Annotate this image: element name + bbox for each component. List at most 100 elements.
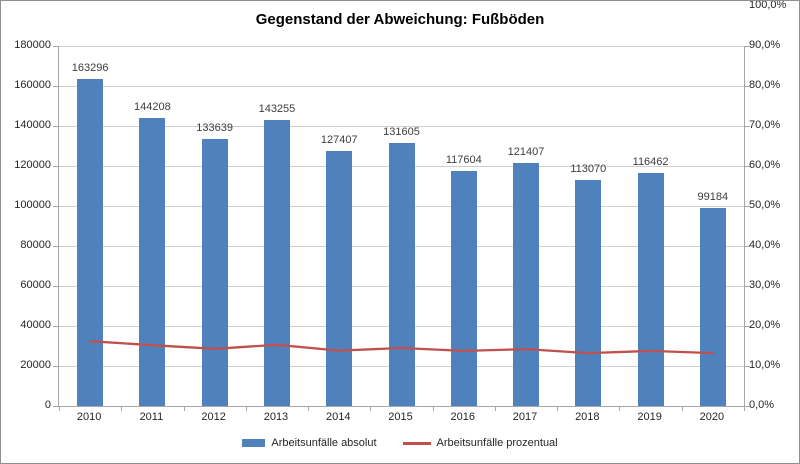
x-axis-tick <box>121 406 123 411</box>
right-axis-tick-label: 30,0% <box>749 279 781 291</box>
x-axis-category-label: 2018 <box>575 411 600 423</box>
left-axis-tick <box>53 406 59 407</box>
left-axis-tick-label: 120000 <box>14 159 51 171</box>
x-axis-category-label: 2010 <box>76 411 102 423</box>
x-axis-tick <box>557 406 559 411</box>
right-axis-tick-label: 80,0% <box>749 79 781 91</box>
left-axis-tick <box>53 366 59 367</box>
bar-value-label: 116462 <box>632 156 669 169</box>
left-axis-labels: 0 20000 40000 60000 80000 100000 120000 140000 1… <box>1 39 51 411</box>
legend-label-line: Arbeitsunfälle prozentual <box>436 437 558 449</box>
right-axis-tick <box>744 206 750 207</box>
bar <box>513 163 540 406</box>
x-axis-labels: 2010 2011 2012 2013 2014 2015 2016 2017 2018 2019… <box>58 411 743 425</box>
x-axis-category-label: 2015 <box>388 411 413 423</box>
left-axis-tick <box>53 326 59 327</box>
percent-line <box>88 340 715 355</box>
gridline <box>59 126 744 127</box>
bar <box>388 142 415 406</box>
right-axis-tick-label: 90,0% <box>749 39 781 51</box>
bar <box>201 138 228 406</box>
right-axis-tick <box>744 286 750 287</box>
x-axis-tick <box>619 406 621 411</box>
bar <box>699 207 726 406</box>
bar <box>637 173 664 406</box>
right-axis-tick-label: 100,0% <box>749 0 787 11</box>
x-axis-tick <box>681 406 683 411</box>
x-axis-category-label: 2017 <box>512 411 538 423</box>
left-axis-tick <box>53 46 59 47</box>
right-axis-tick-label: 0,0% <box>749 399 775 411</box>
right-axis-tick <box>744 326 750 327</box>
legend-label-bars: Arbeitsunfälle absolut <box>271 437 377 449</box>
bar-series-swatch <box>242 439 266 447</box>
x-axis-tick <box>744 406 745 411</box>
bar-value-label: 99184 <box>697 190 729 203</box>
legend-item-bars: Arbeitsunfälle absolut <box>242 437 377 449</box>
left-axis-tick-label: 180000 <box>14 39 51 51</box>
x-axis-tick <box>183 406 185 411</box>
bar <box>450 170 477 406</box>
x-axis-tick <box>494 406 496 411</box>
right-axis-tick <box>744 166 750 167</box>
bar <box>77 79 104 406</box>
x-axis-tick <box>245 406 247 411</box>
left-axis-tick <box>53 126 59 127</box>
right-axis-tick-label: 70,0% <box>749 119 781 131</box>
right-axis-tick <box>744 46 750 47</box>
right-axis-tick <box>744 86 750 87</box>
x-axis-tick <box>432 406 434 411</box>
bar-value-label: 143255 <box>258 102 296 115</box>
left-axis-tick <box>53 86 59 87</box>
plot-area: 163296 144208 133639 143255 127407 131605 1176… <box>53 46 750 411</box>
x-axis-category-label: 2012 <box>201 411 226 423</box>
x-axis-tick <box>59 406 60 411</box>
left-axis-tick-label: 40000 <box>20 319 51 331</box>
legend: Arbeitsunfälle absolut Arbeitsunfälle pr… <box>1 437 799 449</box>
bar-value-label: 113070 <box>570 162 607 175</box>
x-axis-category-label: 2020 <box>699 411 725 423</box>
right-axis-tick-label: 40,0% <box>749 239 781 251</box>
right-axis-labels: 0,0% 10,0% 20,0% 30,0% 40,0% 50,0% 60,0% 70,0% 8… <box>749 1 799 411</box>
bar-value-label: 117604 <box>445 153 482 166</box>
left-axis-tick <box>53 246 59 247</box>
left-axis-tick-label: 100000 <box>14 199 51 211</box>
bar <box>326 151 353 406</box>
left-axis-tick <box>53 206 59 207</box>
bar-value-label: 133639 <box>196 121 234 134</box>
bar-value-label: 131605 <box>383 125 420 138</box>
right-axis-tick <box>744 406 750 407</box>
right-axis-tick-label: 50,0% <box>749 199 781 211</box>
x-axis-category-label: 2014 <box>325 411 351 423</box>
bar <box>139 117 166 406</box>
bar <box>263 119 290 406</box>
x-axis-tick <box>370 406 372 411</box>
bar-value-label: 127407 <box>320 134 358 147</box>
left-axis-tick-label: 160000 <box>14 79 51 91</box>
left-axis-tick <box>53 286 59 287</box>
x-axis-category-label: 2016 <box>450 411 475 423</box>
left-axis-tick <box>53 166 59 167</box>
left-axis-tick-label: 140000 <box>14 119 51 131</box>
line-series-swatch <box>402 441 431 445</box>
bar-value-label: 144208 <box>134 100 171 113</box>
chart-title: Gegenstand der Abweichung: Fußböden <box>255 11 545 28</box>
right-axis-tick <box>744 246 750 247</box>
right-axis-tick-label: 60,0% <box>749 159 781 171</box>
left-axis-tick-label: 0 <box>44 399 51 411</box>
right-axis-tick-label: 20,0% <box>749 319 781 331</box>
left-axis-tick-label: 20000 <box>20 359 51 371</box>
left-axis-tick-label: 60000 <box>20 279 51 291</box>
right-axis-tick-label: 10,0% <box>749 359 781 371</box>
right-axis-tick <box>744 366 750 367</box>
x-axis-category-label: 2011 <box>139 411 164 423</box>
right-axis-tick <box>744 126 750 127</box>
percent-line-chart <box>88 340 715 355</box>
x-axis-category-label: 2019 <box>637 411 662 423</box>
left-axis-tick-label: 80000 <box>20 239 51 251</box>
x-axis-category-label: 2013 <box>263 411 289 423</box>
bar-value-label: 163296 <box>71 62 109 75</box>
x-axis-tick <box>308 406 310 411</box>
gridline <box>59 46 744 47</box>
